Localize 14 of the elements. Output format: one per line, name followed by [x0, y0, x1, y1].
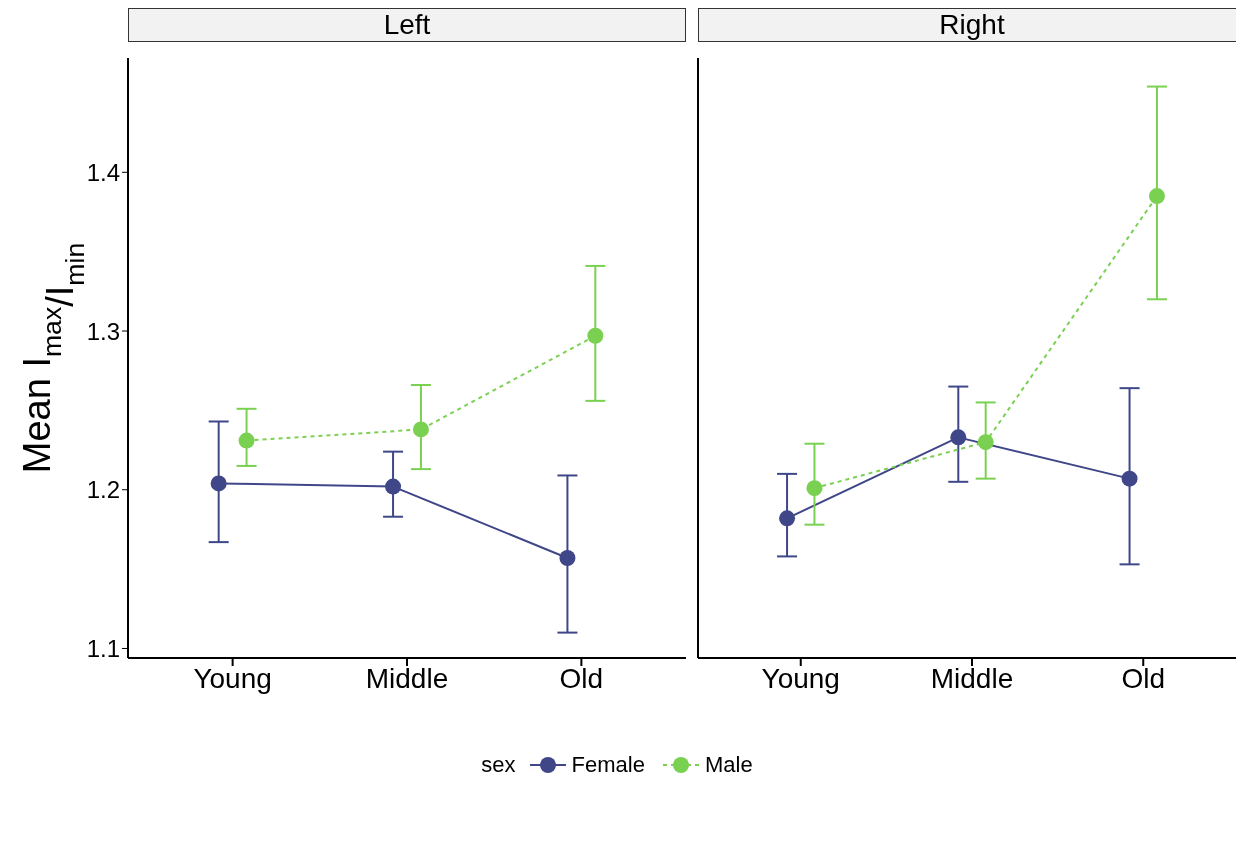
y-tick-label: 1.1 [86, 635, 120, 662]
x-tick-label: Middle [930, 662, 1014, 694]
y-tick-label: 1.4 [86, 158, 120, 186]
chart-title: Right [698, 8, 1236, 42]
legend-label: Female [571, 752, 645, 778]
x-tick-label: Middle [365, 662, 449, 694]
chart-title: Left [128, 8, 686, 42]
legend-title: sex [481, 752, 516, 778]
x-tick-label: Young [761, 662, 840, 694]
x-tick-label: Old [559, 662, 604, 694]
y-tick-label: 1.2 [86, 476, 120, 504]
x-tick-label: Young [193, 662, 272, 694]
x-tick-label: Old [1121, 662, 1166, 694]
legend-label: Male [704, 752, 753, 778]
